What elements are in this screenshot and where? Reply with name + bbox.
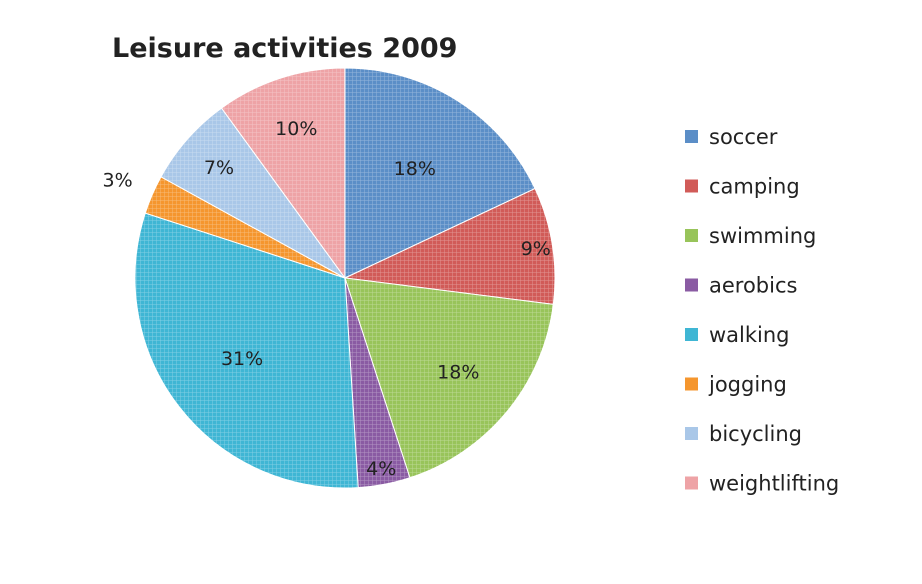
pie-slice-texture-bicycling (160, 108, 345, 278)
data-labels: 18% 9% 18% 4% 31% 3% 7% 10% (103, 118, 551, 480)
legend-swatch-weightlifting (685, 476, 698, 490)
data-label-swimming: 18% (437, 362, 479, 384)
pie-slice-texture-swimming (345, 278, 554, 478)
legend-swatch-bicycling (685, 427, 698, 440)
legend-label-swimming: swimming (709, 224, 816, 248)
data-label-camping: 9% (521, 238, 551, 260)
data-label-soccer: 18% (394, 158, 436, 180)
data-label-weightlifting: 10% (275, 118, 317, 140)
pie-slice-texture-aerobics (345, 278, 410, 488)
pie-slice-texture-soccer (345, 68, 536, 278)
pie-slice-texture-jogging (145, 176, 345, 278)
data-label-jogging: 3% (103, 170, 133, 192)
legend-label-camping: camping (709, 175, 800, 199)
data-label-walking: 31% (221, 348, 263, 370)
pie-slice-texture-walking (135, 213, 359, 489)
data-label-aerobics: 4% (366, 458, 396, 480)
legend-swatch-aerobics (685, 278, 698, 292)
chart-title: Leisure activities 2009 (112, 33, 457, 64)
legend-label-bicycling: bicycling (709, 422, 802, 446)
pie-slice-texture-camping (345, 188, 555, 305)
data-label-bicycling: 7% (204, 157, 234, 179)
legend-label-jogging: jogging (708, 373, 787, 397)
legend: soccer camping swimming aerobics walking jogg… (685, 125, 839, 496)
legend-label-aerobics: aerobics (709, 274, 797, 298)
legend-swatch-soccer (685, 130, 698, 143)
legend-swatch-jogging (685, 377, 698, 391)
legend-label-weightlifting: weightlifting (709, 472, 839, 496)
legend-label-soccer: soccer (709, 125, 778, 149)
pie-slice-texture-weightlifting (221, 68, 345, 278)
pie-slices (134, 67, 556, 489)
legend-label-walking: walking (709, 323, 790, 347)
legend-swatch-camping (685, 179, 698, 193)
legend-swatch-swimming (685, 229, 698, 242)
legend-swatch-walking (685, 328, 698, 341)
